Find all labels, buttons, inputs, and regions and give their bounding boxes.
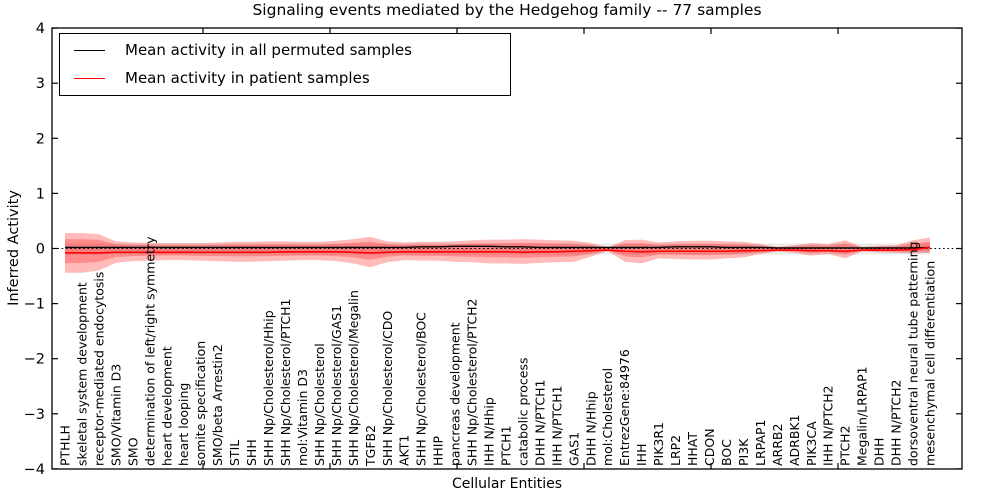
legend-item-patient: Mean activity in patient samples xyxy=(60,68,510,87)
x-category-label: receptor-mediated endocytosis xyxy=(91,272,106,466)
x-category-label: DHH N/PTCH1 xyxy=(532,380,547,466)
x-category-label: SHH Np/Cholesterol/GAS1 xyxy=(329,305,344,466)
patient-mean-line xyxy=(65,246,931,254)
x-category-label: PI3K xyxy=(736,438,751,466)
x-category-label: PIK3R1 xyxy=(651,422,666,466)
x-category-label: TGFB2 xyxy=(363,425,378,467)
x-category-label: somite specification xyxy=(193,341,208,466)
x-category-label: catabolic process xyxy=(515,357,530,466)
x-category-label: BOC xyxy=(719,439,734,466)
x-category-label: IHH N/Hhip xyxy=(482,397,497,466)
legend-label-permuted: Mean activity in all permuted samples xyxy=(125,41,412,60)
x-category-label: heart development xyxy=(159,346,174,466)
x-category-label: CDON xyxy=(702,428,717,466)
x-category-label: PIK3CA xyxy=(804,421,819,466)
legend: Mean activity in all permuted samples Me… xyxy=(59,33,511,96)
x-category-label: mol:Vitamin D3 xyxy=(295,369,310,466)
x-category-label: skeletal system development xyxy=(74,282,89,466)
x-category-label: SHH Np/Cholesterol xyxy=(312,343,327,466)
x-category-label: PTCH2 xyxy=(838,425,853,466)
x-category-label: SHH Np/Cholesterol/BOC xyxy=(414,312,429,466)
x-category-label: STIL xyxy=(227,440,242,466)
y-tick-label: −3 xyxy=(24,407,45,423)
y-tick-label: −4 xyxy=(24,462,45,478)
x-axis-label: Cellular Entities xyxy=(451,476,563,492)
y-axis-label: Inferred Activity xyxy=(6,190,22,306)
x-category-label: mesenchymal cell differentiation xyxy=(923,261,938,466)
x-category-label: SMO xyxy=(125,437,140,466)
x-category-label: EntrezGene:84976 xyxy=(617,349,632,466)
x-category-label: HHIP xyxy=(431,436,446,466)
x-category-label: DHH N/PTCH2 xyxy=(889,380,904,466)
x-category-label: SHH Np/Cholesterol/Hhip xyxy=(261,310,276,466)
x-category-label: SHH Np/Cholesterol/PTCH1 xyxy=(278,299,293,467)
x-category-label: mol:Cholesterol xyxy=(600,368,615,466)
x-category-label: heart looping xyxy=(176,383,191,466)
x-category-label: LRPAP1 xyxy=(753,420,768,466)
legend-label-patient: Mean activity in patient samples xyxy=(125,68,370,87)
x-category-label: SHH xyxy=(244,439,259,466)
x-category-label: IHH xyxy=(634,444,649,467)
x-category-label: DHH N/Hhip xyxy=(583,391,598,466)
x-category-label: IHH N/PTCH1 xyxy=(549,385,564,466)
x-category-label: PTCH1 xyxy=(498,425,513,466)
x-category-label: LRP2 xyxy=(668,435,683,466)
x-category-label: ARRB2 xyxy=(770,424,785,466)
permuted-line-swatch xyxy=(74,50,105,52)
x-category-label: DHH xyxy=(872,438,887,466)
x-category-label: PTHLH xyxy=(58,425,73,466)
x-category-label: dorsoventral neural tube patterning xyxy=(906,242,921,467)
y-tick-label: −1 xyxy=(24,297,45,313)
x-category-label: SHH Np/Cholesterol/PTCH2 xyxy=(465,299,480,467)
x-category-label: SMO/Vitamin D3 xyxy=(108,364,123,466)
chart-title: Signaling events mediated by the Hedgeho… xyxy=(252,1,762,19)
legend-item-permuted: Mean activity in all permuted samples xyxy=(60,43,510,58)
x-category-label: SMO/beta Arrestin2 xyxy=(210,344,225,466)
y-tick-label: 3 xyxy=(36,76,45,92)
x-category-label: determination of left/right symmetry xyxy=(142,236,157,466)
y-tick-label: 2 xyxy=(36,131,45,147)
patient-line-swatch xyxy=(74,77,105,79)
x-category-label: Megalin/LRPAP1 xyxy=(855,366,870,466)
permuted-mean-line xyxy=(65,245,931,249)
y-tick-label: 4 xyxy=(36,21,45,37)
x-category-label: pancreas development xyxy=(448,322,463,466)
x-category-label: SHH Np/Cholesterol/Megalin xyxy=(346,290,361,466)
y-tick-label: 1 xyxy=(36,186,45,202)
x-category-label: GAS1 xyxy=(566,432,581,466)
x-category-label: SHH Np/Cholesterol/CDO xyxy=(380,311,395,466)
y-tick-label: −2 xyxy=(24,352,45,368)
x-category-label: HHAT xyxy=(685,432,700,466)
x-category-label: IHH N/PTCH2 xyxy=(821,385,836,466)
x-category-label: ADRBK1 xyxy=(787,414,802,466)
patient-band-outer xyxy=(65,233,930,273)
y-tick-label: 0 xyxy=(36,242,45,258)
x-category-label: AKT1 xyxy=(397,435,412,466)
